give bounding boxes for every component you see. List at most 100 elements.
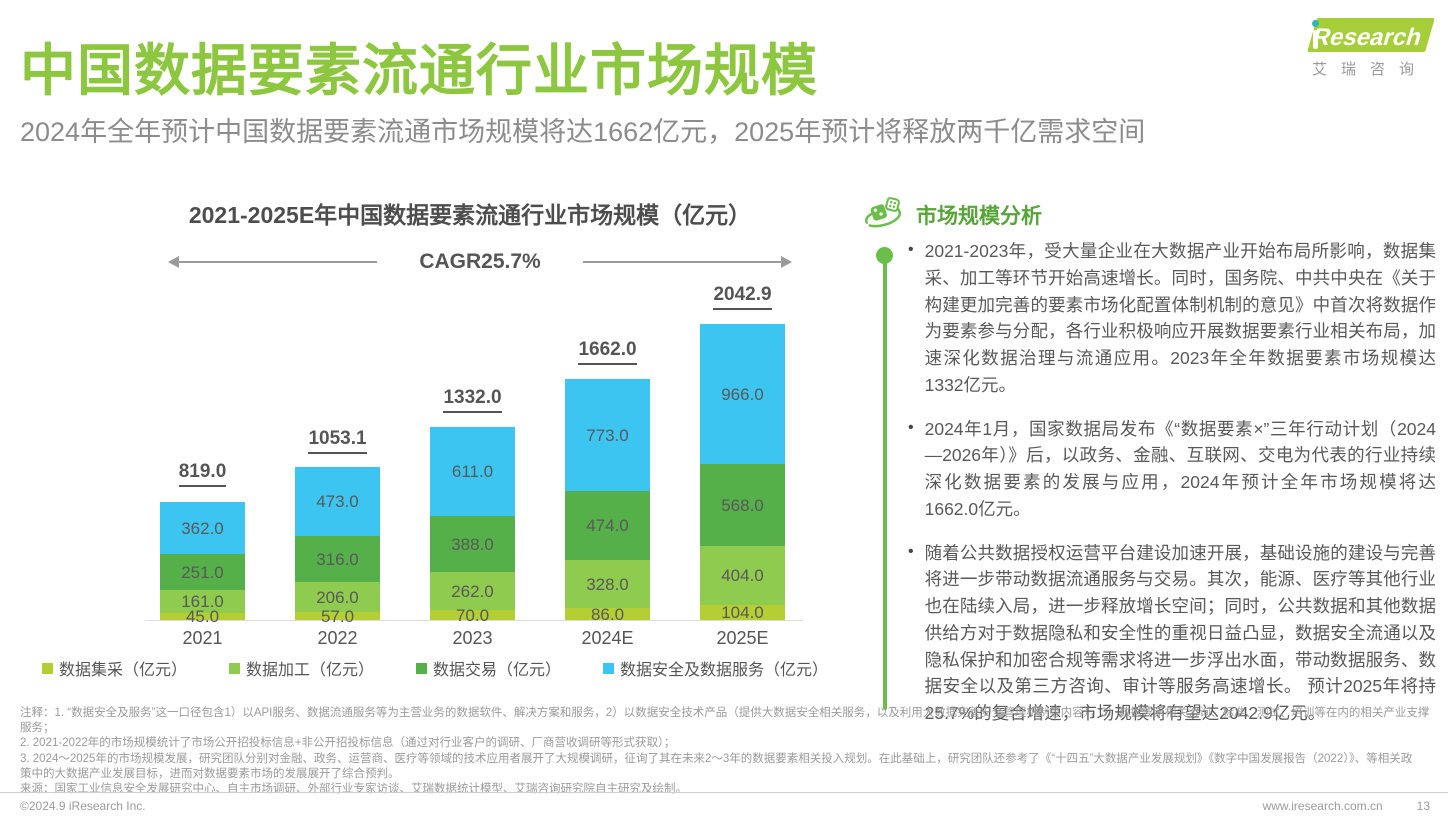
bullet-marker: • — [908, 241, 914, 258]
bar-segment: 362.0 — [160, 502, 245, 554]
chart-title: 2021-2025E年中国数据要素流通行业市场规模（亿元） — [188, 202, 752, 228]
footnote-line: 3. 2024～2025年的市场规模发展，研究团队分别对金融、政务、运营商、医疗… — [20, 752, 1413, 765]
cagr-annotation: CAGR25.7% — [168, 250, 793, 274]
page-number: 13 — [1416, 799, 1430, 813]
bar-segment: 161.0 — [160, 590, 245, 613]
x-axis-label: 2024E — [581, 628, 634, 648]
cagr-label: CAGR25.7% — [419, 250, 541, 273]
bar-2023: 70.0 262.0 388.0 611.0 — [430, 427, 515, 624]
bullet-text: 2021-2023年，受大量企业在大数据产业开始布局所影响，数据集采、加工等环节… — [924, 241, 1436, 395]
logo-i-stem — [1313, 30, 1318, 49]
bar-segment: 104.0 — [700, 604, 785, 621]
bar-segment: 86.0 — [565, 604, 650, 624]
iresearch-logo: Research 艾瑞咨询 — [1290, 14, 1435, 78]
bullet-marker: • — [908, 542, 914, 560]
bar-segment: 388.0 — [430, 516, 515, 572]
legend-item: 数据加工（亿元） — [228, 656, 374, 680]
legend-item: 数据安全及数据服务（亿元） — [603, 656, 828, 680]
analysis-title: 市场规模分析 — [916, 205, 1042, 228]
cagr-line-right — [582, 261, 782, 263]
segment-value-label: 328.0 — [586, 574, 629, 594]
bar-segment: 262.0 — [430, 572, 515, 610]
logo-parallelogram: Research — [1307, 18, 1435, 52]
total-value-label: 1662.0 — [565, 339, 650, 365]
dice-orbit-icon — [864, 197, 902, 228]
bar-2024E: 86.0 328.0 474.0 773.0 — [565, 379, 650, 624]
segment-value-label: 474.0 — [586, 516, 629, 535]
footnote-line: 服务； — [20, 722, 55, 735]
footnote-line: 策中的大数据产业发展目标，进而对数据要素市场的发展展开了综合预判。 — [20, 767, 400, 780]
footer-right: www.iresearch.com.cn 13 — [1263, 799, 1430, 813]
bar-segment: 251.0 — [160, 554, 245, 590]
x-axis-line — [145, 620, 803, 621]
legend-item: 数据交易（亿元） — [416, 656, 561, 680]
bar-segment: 404.0 — [700, 546, 785, 605]
legend-item: 数据集采（亿元） — [41, 656, 187, 680]
bar-2021: 45.0 161.0 251.0 362.0 — [160, 502, 245, 625]
bar-segment: 611.0 — [430, 427, 515, 516]
logo-chinese-name: 艾瑞咨询 — [1311, 61, 1428, 78]
copyright-text: ©2024.9 iResearch Inc. — [20, 799, 146, 813]
footnote-line: 来源：国家工业信息安全发展研究中心、自主市场调研、外部行业专家访谈、艾瑞数据统计… — [20, 782, 687, 795]
bar-segment: 474.0 — [565, 491, 650, 560]
bar-2022: 57.0 206.0 316.0 473.0 — [295, 467, 380, 625]
segment-value-label: 568.0 — [721, 495, 764, 515]
total-value-label: 2042.9 — [700, 284, 785, 310]
legend-label: 数据加工（亿元） — [245, 662, 374, 679]
bar-segment: 316.0 — [295, 536, 380, 582]
segment-value-label: 45.0 — [185, 607, 220, 626]
segment-value-label: 57.0 — [320, 606, 355, 626]
x-axis-label: 2022 — [317, 628, 358, 648]
cagr-line-left — [179, 261, 378, 263]
analysis-line-dot — [876, 247, 893, 264]
legend-swatch-icon — [416, 662, 427, 674]
arrow-right-icon — [781, 256, 793, 268]
segment-value-label: 86.0 — [590, 604, 625, 624]
x-axis-label: 2025E — [716, 628, 769, 648]
footnote-line: 注释：1. “数据安全及服务”这一口径包含1）以API服务、数据流通服务等为主营… — [20, 707, 1430, 719]
analysis-bullet: • 2021-2023年，受大量企业在大数据产业开始布局所影响，数据集采、加工等环… — [908, 238, 1436, 399]
segment-value-label: 966.0 — [721, 384, 764, 404]
segment-value-label: 611.0 — [451, 462, 494, 481]
bullet-text: 随着公共数据授权运营平台建设加速开展，基础设施的建设与完善将进一步带动数据流通服… — [924, 542, 1436, 724]
footnotes: 注释：1. “数据安全及服务”这一口径包含1）以API服务、数据流通服务等为主营… — [20, 706, 1438, 797]
page-title: 中国数据要素流通行业市场规模 — [20, 39, 818, 102]
bar-segment: 773.0 — [565, 379, 650, 491]
x-axis-label: 2021 — [182, 628, 223, 648]
segment-value-label: 362.0 — [181, 518, 224, 538]
website-link[interactable]: www.iresearch.com.cn — [1262, 799, 1383, 813]
bar-2025E: 104.0 404.0 568.0 966.0 — [700, 324, 785, 621]
bar-segment: 45.0 — [160, 608, 245, 625]
legend-label: 数据交易（亿元） — [433, 662, 562, 679]
bar-segment: 473.0 — [295, 467, 380, 536]
segment-value-label: 773.0 — [586, 425, 629, 445]
analysis-header: 市场规模分析 — [862, 194, 1042, 236]
segment-value-label: 473.0 — [316, 492, 359, 511]
analysis-bullet: • 随着公共数据授权运营平台建设加速开展，基础设施的建设与完善将进一步带动数据流通… — [908, 540, 1436, 727]
segment-value-label: 70.0 — [455, 605, 490, 625]
legend-swatch-icon — [603, 662, 615, 674]
analysis-vertical-line — [883, 254, 887, 710]
segment-value-label: 262.0 — [451, 581, 494, 601]
logo-i-dot-icon — [1312, 20, 1319, 27]
analysis-bullet: • 2024年1月，国家数据局发布《“数据要素×”三年行动计划（2024—2026… — [908, 416, 1436, 523]
total-value-label: 819.0 — [160, 461, 245, 487]
chart-legend: 数据集采（亿元） 数据加工（亿元） 数据交易（亿元） 数据安全及数据服务（亿元） — [30, 656, 840, 680]
footnote-line: 2. 2021-2022年的市场规模统计了市场公开招投标信息+非公开招投标信息（… — [20, 737, 676, 750]
legend-swatch-icon — [41, 662, 53, 674]
legend-label: 数据安全及数据服务（亿元） — [620, 662, 829, 679]
x-axis-label: 2023 — [452, 628, 493, 648]
legend-label: 数据集采（亿元） — [58, 662, 187, 679]
bar-segment: 206.0 — [295, 582, 380, 612]
segment-value-label: 206.0 — [316, 587, 359, 607]
bullet-text: 2024年1月，国家数据局发布《“数据要素×”三年行动计划（2024—2026年… — [924, 418, 1436, 519]
segment-value-label: 251.0 — [181, 562, 224, 582]
bar-segment: 70.0 — [430, 607, 515, 624]
segment-value-label: 404.0 — [721, 566, 764, 585]
arrow-left-icon — [168, 256, 179, 268]
analysis-bullet-list: • 2021-2023年，受大量企业在大数据产业开始布局所影响，数据集采、加工等环… — [908, 238, 1436, 744]
bar-segment: 328.0 — [565, 560, 650, 608]
bullet-marker: • — [908, 418, 914, 436]
bar-segment: 57.0 — [295, 608, 380, 625]
